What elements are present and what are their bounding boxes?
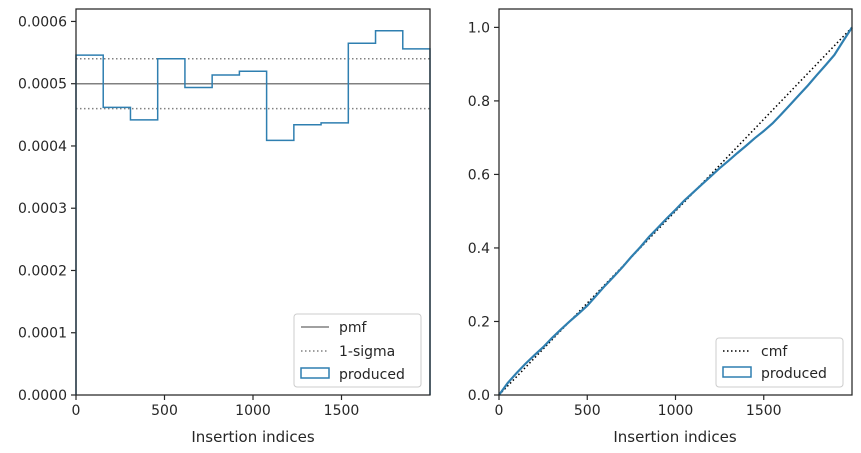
legend-pmf-label: pmf — [339, 320, 368, 336]
right-y-tick-label: 0.6 — [468, 167, 490, 183]
legend-produced-label: produced — [761, 366, 827, 382]
legend-produced-swatch — [722, 366, 752, 378]
left-y-tick-label: 0.0002 — [18, 263, 67, 279]
left-x-tick-label: 1000 — [235, 403, 271, 419]
right-y-tick-label: 0.0 — [468, 388, 490, 404]
right-x-tick-label: 500 — [574, 403, 601, 419]
left-x-tick-label: 0 — [72, 403, 81, 419]
right-chart: 0 500 1000 1500 0.0 0.2 0.4 0.6 0.8 1.0 Insertion… — [468, 8, 853, 446]
right-x-axis-label: Insertion indices — [613, 428, 736, 446]
right-plot-frame — [498, 8, 853, 396]
right-y-tick-label: 0.2 — [468, 314, 490, 330]
left-x-axis-label: Insertion indices — [191, 428, 314, 446]
right-series-group — [498, 26, 853, 396]
right-legend: cmf produced — [715, 337, 844, 388]
legend-produced-swatch — [300, 367, 330, 379]
left-y-tick-label: 0.0004 — [18, 139, 67, 155]
left-y-tick-label: 0.0003 — [18, 201, 67, 217]
left-y-tick-label: 0.0000 — [18, 388, 67, 404]
left-ticks: 0 500 1000 1500 0.0000 0.0001 0.0002 0.0003 0.00… — [18, 14, 359, 419]
left-produced-histogram — [75, 30, 431, 395]
left-y-tick-label: 0.0006 — [18, 14, 67, 30]
right-y-tick-label: 0.8 — [468, 94, 490, 110]
left-series-group — [75, 30, 431, 395]
legend-1-sigma-label: 1-sigma — [339, 344, 395, 360]
right-x-tick-label: 1500 — [746, 403, 782, 419]
right-x-tick-label: 0 — [495, 403, 504, 419]
left-legend: pmf 1-sigma produced — [293, 313, 422, 388]
legend-produced-label: produced — [339, 367, 405, 383]
right-produced-line — [498, 26, 853, 396]
left-plot-frame — [75, 8, 431, 396]
right-ticks: 0 500 1000 1500 0.0 0.2 0.4 0.6 0.8 1.0 — [468, 20, 782, 419]
left-y-tick-label: 0.0001 — [18, 326, 67, 342]
right-y-tick-label: 1.0 — [468, 20, 490, 36]
left-x-tick-label: 1500 — [324, 403, 360, 419]
right-x-tick-label: 1000 — [658, 403, 694, 419]
legend-cmf-label: cmf — [761, 344, 788, 360]
right-y-tick-label: 0.4 — [468, 241, 490, 257]
left-x-tick-label: 500 — [151, 403, 178, 419]
left-y-tick-label: 0.0005 — [18, 77, 67, 93]
left-chart: 0 500 1000 1500 0.0000 0.0001 0.0002 0.0003 0.00… — [18, 8, 431, 446]
